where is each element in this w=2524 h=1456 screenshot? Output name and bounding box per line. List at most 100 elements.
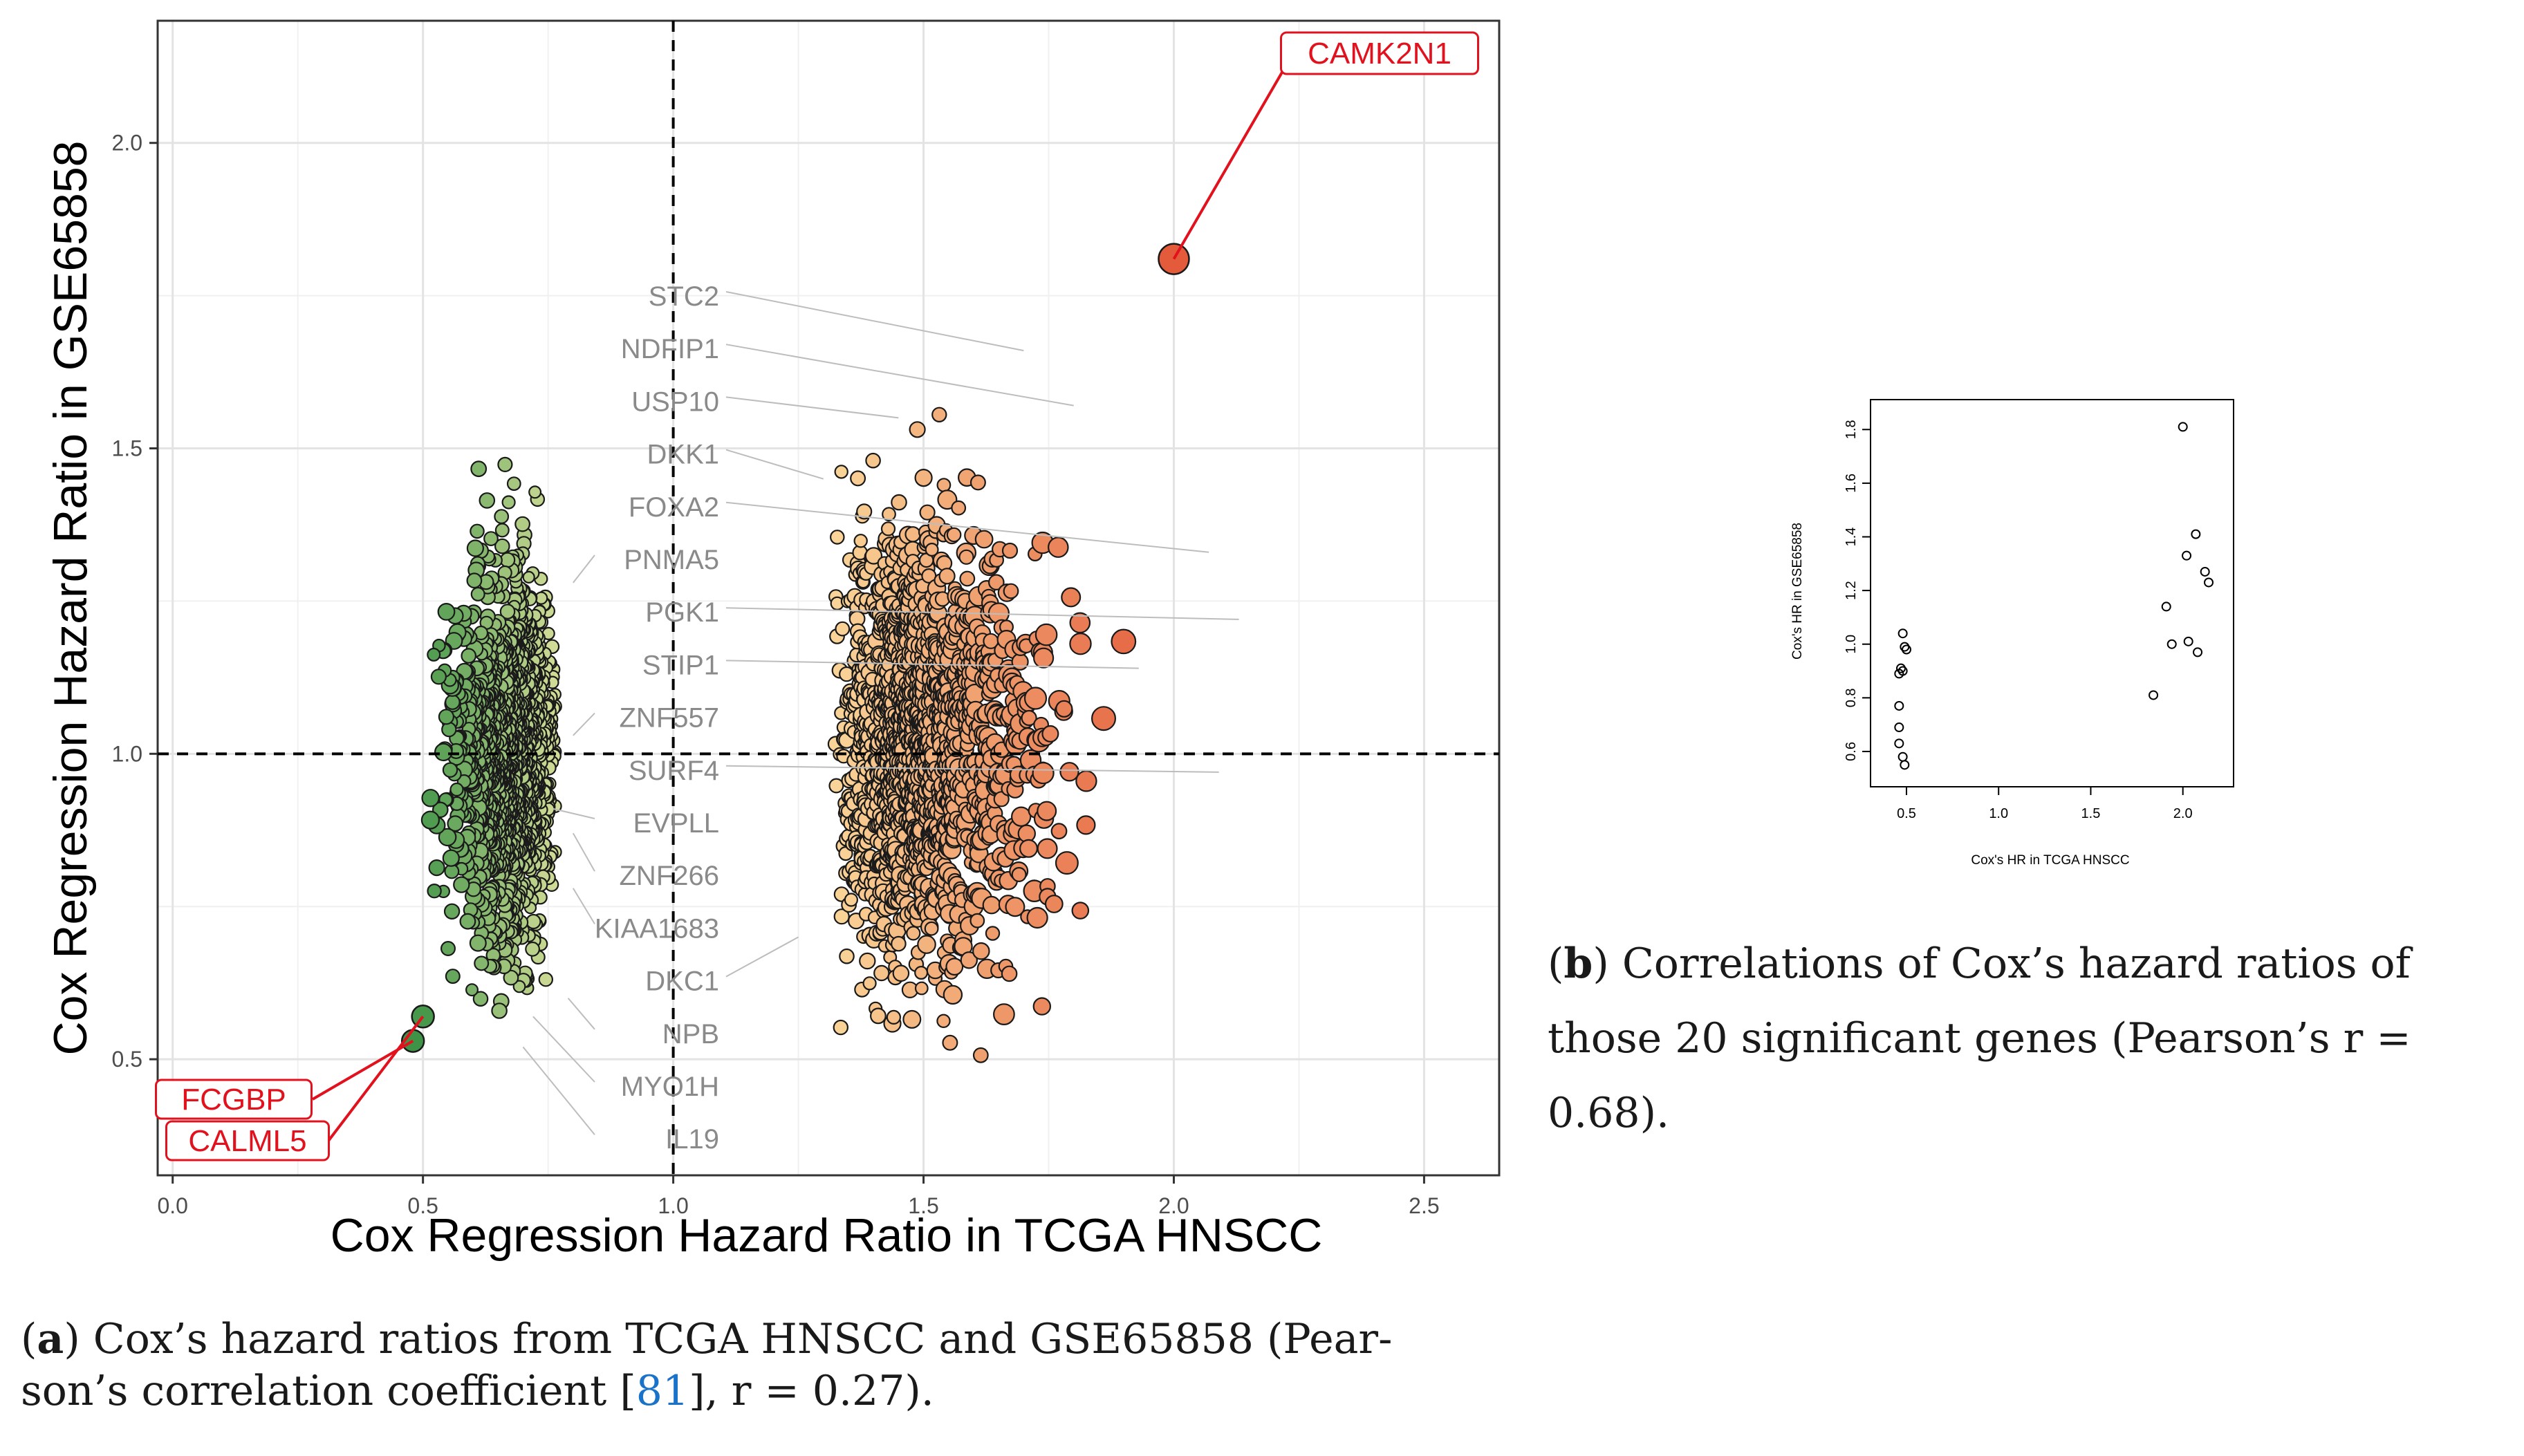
data-point (914, 981, 929, 996)
data-point (440, 940, 456, 956)
data-point (470, 460, 488, 478)
b-data-point (2149, 690, 2159, 700)
data-point (856, 503, 873, 520)
caption-b-line2: those 20 significant genes (Pearson’s r … (1548, 1014, 2411, 1063)
data-point (972, 942, 990, 960)
y-tick-label: 2.0 (112, 131, 142, 156)
gene-label-gray: STIP1 (642, 650, 719, 680)
data-point (1037, 838, 1058, 859)
data-point (447, 815, 464, 832)
data-point (1010, 806, 1032, 827)
data-point (892, 964, 910, 982)
data-point (914, 965, 929, 980)
data-point (1050, 823, 1068, 840)
data-point (421, 789, 440, 808)
y-tick-label: 0.5 (112, 1047, 142, 1072)
data-point (1091, 706, 1116, 731)
data-point (982, 895, 1001, 915)
plot-b-frame (1870, 399, 2234, 787)
data-point (445, 969, 461, 984)
b-data-point (1901, 644, 1911, 655)
y-tick-label: 1.0 (112, 741, 142, 766)
data-point (931, 407, 947, 423)
data-point (1003, 583, 1019, 599)
b-y-tick-label: 1.4 (1844, 528, 1859, 547)
caption-a-line1: (a) Cox’s hazard ratios from TCGA HNSCC … (21, 1315, 1393, 1363)
b-y-tick-label: 1.0 (1844, 635, 1859, 654)
b-x-tick-label: 0.5 (1897, 806, 1916, 821)
citation-link[interactable]: 81 (635, 1367, 689, 1415)
data-point (483, 531, 499, 546)
data-point (1026, 906, 1048, 929)
data-point (1055, 700, 1073, 718)
y-tick-label: 1.5 (112, 436, 142, 461)
gene-label-camk2n1: CAMK2N1 (1308, 37, 1451, 71)
data-point (833, 908, 850, 925)
gene-label-gray: ZNF557 (620, 703, 720, 734)
data-point (469, 934, 487, 952)
b-y-tick-label: 0.6 (1844, 742, 1859, 761)
gene-label-gray: SURF4 (629, 756, 719, 786)
data-point (828, 778, 844, 794)
plot-a-panel (156, 19, 1501, 1177)
gene-label-gray: EVPLL (633, 808, 719, 839)
b-data-point (1894, 700, 1904, 711)
b-data-point (1897, 628, 1908, 639)
b-data-point (2200, 566, 2210, 577)
data-point (958, 549, 974, 565)
b-y-tick-label: 1.8 (1844, 420, 1859, 439)
gene-label-gray: IL19 (665, 1124, 719, 1155)
caption-b: (b) Correlations of Cox’s hazard ratios … (1548, 926, 2523, 1150)
data-point (443, 903, 461, 920)
caption-b-letter: b (1563, 940, 1593, 988)
gene-label-gray: USP10 (631, 386, 719, 417)
data-point (865, 452, 881, 469)
data-point (972, 1047, 989, 1063)
b-data-point (1900, 760, 1910, 770)
caption-b-text1: ) Correlations of Cox’s hazard ratios of (1593, 940, 2411, 988)
gene-label-gray: PNMA5 (624, 545, 719, 575)
data-point (525, 941, 540, 957)
gene-label-gray: DKC1 (645, 967, 719, 997)
b-data-point (2204, 577, 2214, 588)
data-point (985, 926, 1001, 941)
data-point (506, 476, 521, 491)
chart-b: 0.5 1.0 1.5 2.0 0.6 0.8 1.0 1.2 1.4 1.6 1.8 Cox's … (1790, 399, 2234, 868)
data-point (862, 976, 877, 991)
data-point (427, 647, 441, 662)
plot-b-points (1894, 422, 2214, 770)
data-point (1041, 725, 1059, 743)
data-point (472, 991, 489, 1007)
data-point (917, 935, 936, 954)
data-point (914, 468, 933, 487)
data-point (427, 883, 442, 899)
data-point (969, 474, 986, 491)
data-point (1023, 687, 1048, 710)
x-tick-label: 2.5 (1409, 1193, 1439, 1218)
data-point (434, 743, 453, 762)
data-point (538, 971, 554, 987)
data-point (891, 494, 907, 511)
b-data-point (2182, 550, 2192, 561)
data-point (833, 1019, 849, 1036)
b-data-point (2183, 636, 2193, 646)
data-point (449, 782, 464, 797)
data-point (1011, 866, 1027, 882)
data-point (494, 523, 510, 538)
caption-b-line3: 0.68). (1548, 1089, 1670, 1137)
data-point (479, 492, 496, 509)
b-data-point (1894, 738, 1904, 749)
data-point (936, 478, 952, 492)
data-point (459, 913, 476, 930)
caption-a-line2: son’s correlation coefficient [81], r = … (21, 1365, 1570, 1417)
data-point (909, 421, 926, 438)
data-point (514, 516, 530, 532)
gene-label-gray: DKK1 (647, 440, 720, 470)
data-point (1044, 895, 1064, 913)
data-point (882, 507, 896, 522)
plot-b-y-axis-label: Cox's HR in GSE65858 (1790, 523, 1805, 660)
gene-label-gray: STC2 (649, 281, 719, 312)
data-point (1059, 762, 1079, 782)
data-point (1055, 851, 1079, 875)
gene-label-gray: MYO1H (621, 1072, 719, 1102)
